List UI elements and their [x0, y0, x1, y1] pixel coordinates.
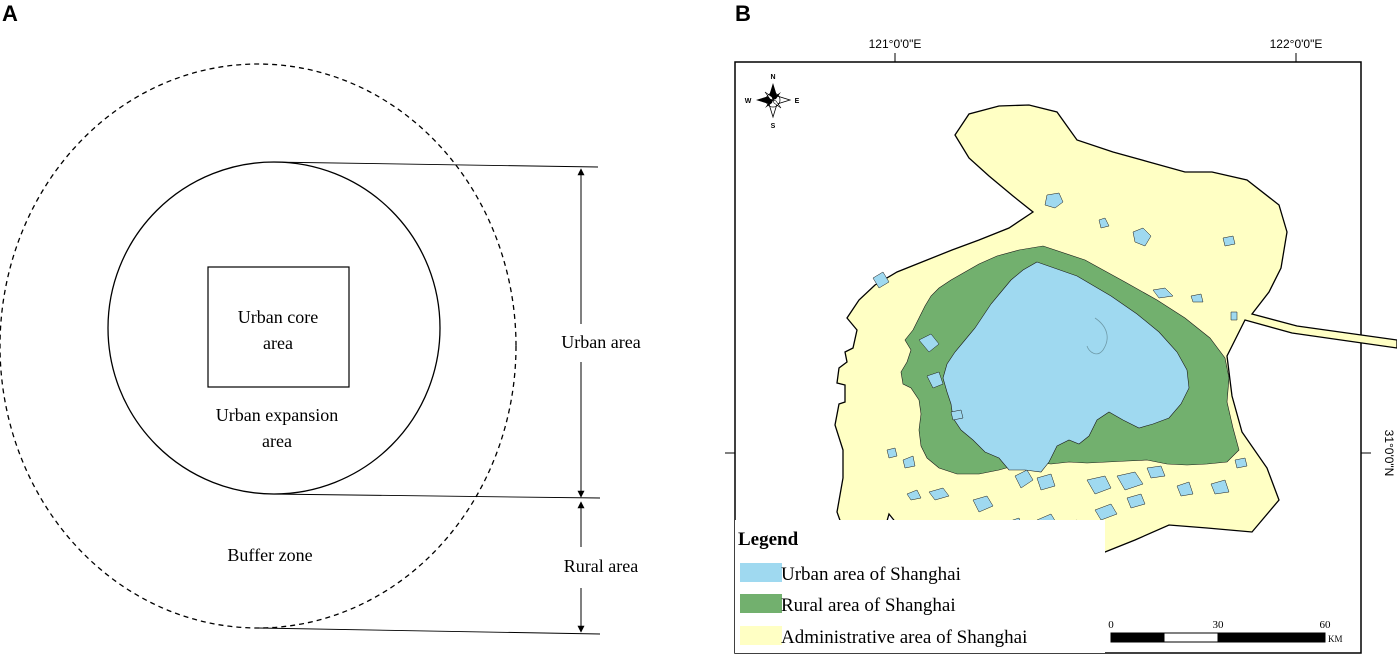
scale-tick-0: 0	[1108, 619, 1114, 631]
legend-label-rural: Rural area of Shanghai	[781, 595, 956, 616]
huangpu-river	[1086, 317, 1108, 355]
compass-w-label: W	[745, 98, 752, 105]
guide-line-bottom	[257, 627, 601, 635]
compass-s-label: S	[771, 123, 776, 130]
urban-core-square	[207, 266, 350, 388]
panel-a-label: A	[2, 1, 18, 26]
urban-expansion-label-line1: Urban expansion	[216, 405, 338, 425]
guide-line-middle	[267, 493, 601, 499]
legend-title: Legend	[738, 529, 799, 550]
scale-tick-30: 30	[1213, 619, 1225, 631]
longitude-label-121: 121°0'0"E	[869, 37, 922, 51]
guide-line-top	[267, 161, 599, 168]
legend-swatch-urban	[740, 563, 782, 582]
panel-b-label: B	[735, 1, 751, 26]
urban-area-label: Urban area	[561, 332, 640, 352]
urban-core-label-line2: area	[263, 333, 293, 353]
legend-swatch-administrative	[740, 626, 782, 645]
compass-e-label: E	[795, 98, 800, 105]
north-arrow-compass: N S E W	[745, 74, 800, 130]
shanghai-map: 121°0'0"E 122°0'0"E 31°0'0"N	[725, 37, 1397, 654]
urban-expansion-label-line2: area	[262, 431, 292, 451]
compass-n-label: N	[770, 74, 775, 81]
legend-swatch-rural	[740, 594, 782, 613]
longitude-label-122: 122°0'0"E	[1270, 37, 1323, 51]
scale-bar: 0 30 60 KM	[1108, 619, 1342, 644]
legend-label-administrative: Administrative area of Shanghai	[781, 627, 1027, 648]
buffer-zone-label: Buffer zone	[227, 545, 312, 565]
legend-background	[735, 520, 1105, 653]
urban-area-core	[942, 261, 1190, 473]
urban-rural-diagram: Urban core area Urban expansion area Buf…	[0, 63, 641, 635]
scale-unit: KM	[1328, 634, 1343, 644]
scale-tick-60: 60	[1320, 619, 1332, 631]
rural-area-label: Rural area	[564, 556, 638, 576]
legend-label-urban: Urban area of Shanghai	[781, 564, 961, 585]
urban-core-label-line1: Urban core	[238, 307, 318, 327]
latitude-label-31: 31°0'0"N	[1382, 430, 1396, 477]
